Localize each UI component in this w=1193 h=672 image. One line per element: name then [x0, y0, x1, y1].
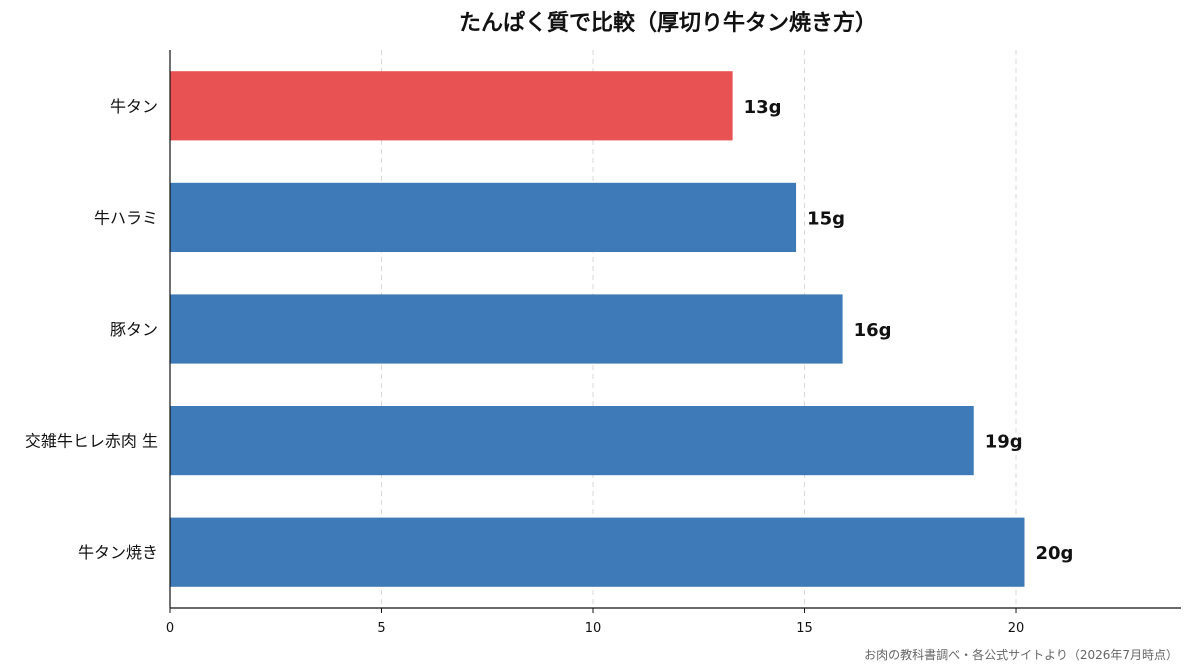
x-ticks: 0 5 10 15 20: [166, 608, 1024, 636]
x-tick-label: 20: [1008, 621, 1025, 636]
value-labels: 13g 15g 16g 19g 20g: [744, 97, 1074, 564]
x-tick-label: 10: [585, 621, 602, 636]
bar: [170, 182, 797, 252]
category-label: 豚タン: [110, 320, 158, 339]
bar: [170, 406, 974, 476]
value-label: 20g: [1035, 543, 1073, 564]
value-label: 15g: [807, 208, 845, 229]
bar: [170, 517, 1025, 587]
category-label: 交雑牛ヒレ赤肉 生: [25, 432, 158, 451]
x-tick-label: 0: [166, 621, 174, 636]
bar: [170, 294, 843, 364]
x-tick-label: 15: [796, 621, 813, 636]
value-label: 13g: [744, 97, 782, 118]
bars: [170, 71, 1025, 587]
bar: [170, 71, 733, 141]
category-label: 牛タン焼き: [78, 543, 158, 562]
source-note: お肉の教科書調べ・各公式サイトより（2026年7月時点）: [864, 647, 1178, 662]
category-label: 牛ハラミ: [94, 208, 158, 227]
x-tick-label: 5: [377, 621, 385, 636]
chart-title: たんぱく質で比較（厚切り牛タン焼き方）: [459, 10, 877, 36]
category-label: 牛タン: [110, 97, 158, 116]
value-label: 19g: [985, 432, 1023, 453]
value-label: 16g: [854, 320, 892, 341]
